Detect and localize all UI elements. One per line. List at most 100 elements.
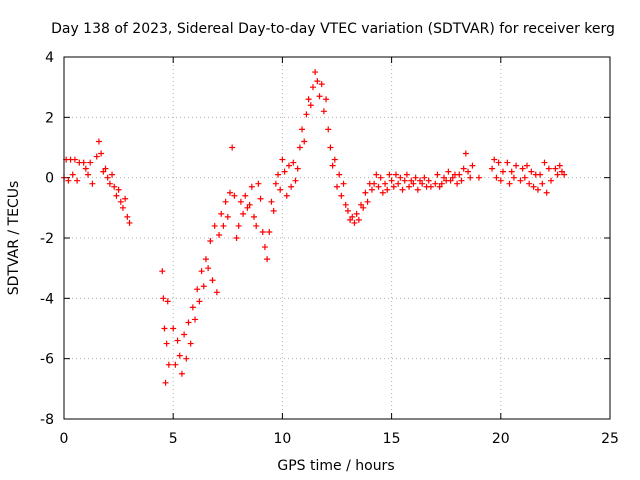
data-point: [226, 189, 233, 196]
data-point: [504, 159, 511, 166]
data-point: [115, 186, 122, 193]
data-point: [85, 171, 92, 178]
data-point: [427, 183, 434, 190]
data-point: [344, 207, 351, 214]
data-point: [279, 156, 286, 163]
data-point: [113, 192, 120, 199]
data-point: [497, 177, 504, 184]
data-point: [303, 111, 310, 118]
data-point: [362, 189, 369, 196]
data-point: [495, 159, 502, 166]
data-point: [200, 283, 207, 290]
data-point: [102, 165, 109, 172]
data-point: [545, 165, 552, 172]
data-point: [458, 177, 465, 184]
data-point: [508, 168, 515, 175]
data-point: [445, 168, 452, 175]
data-point: [270, 207, 277, 214]
data-point: [181, 331, 188, 338]
data-point: [327, 144, 334, 151]
data-point: [233, 235, 240, 241]
data-point: [528, 168, 535, 175]
data-point: [240, 210, 247, 217]
data-point: [253, 222, 260, 229]
data-point: [506, 180, 513, 187]
data-point: [178, 370, 185, 377]
data-point: [259, 228, 266, 235]
x-tick-label: 5: [169, 431, 178, 447]
data-point: [198, 268, 205, 275]
data-point: [288, 183, 295, 190]
tick-labels: 0 5 10 15 20 25 -8 -6 -4 -2 0 2 4: [40, 50, 619, 447]
data-point: [207, 238, 214, 245]
data-point: [290, 159, 297, 166]
y-tick-label: -6: [40, 352, 54, 368]
data-point: [305, 96, 312, 103]
data-point: [548, 177, 555, 184]
data-point: [340, 180, 347, 187]
data-point: [526, 180, 533, 187]
data-point: [309, 84, 316, 91]
data-point: [189, 304, 196, 311]
data-point: [416, 177, 423, 184]
data-point: [377, 174, 384, 181]
data-point: [248, 183, 255, 190]
data-point: [104, 174, 111, 181]
data-point: [329, 162, 336, 169]
data-point: [493, 174, 500, 181]
data-point: [296, 144, 303, 151]
data-point: [513, 162, 520, 169]
chart-title: Day 138 of 2023, Sidereal Day-to-day VTE…: [51, 21, 615, 37]
data-point: [320, 108, 327, 115]
data-point: [406, 183, 413, 190]
data-point: [519, 165, 526, 172]
data-point: [331, 156, 338, 163]
data-point: [521, 174, 528, 181]
data-point: [159, 268, 166, 275]
data-point: [307, 102, 314, 109]
data-point: [229, 144, 236, 151]
data-point: [185, 319, 192, 326]
data-point: [106, 180, 113, 187]
data-point: [390, 183, 397, 190]
data-point: [465, 168, 472, 175]
x-tick-label: 0: [60, 431, 69, 447]
data-point: [558, 168, 565, 175]
y-tick-label: 4: [45, 50, 54, 66]
data-point: [170, 325, 177, 332]
data-point: [266, 228, 273, 235]
data-point: [74, 177, 81, 184]
data-point: [403, 171, 410, 178]
data-point: [368, 186, 375, 193]
data-point: [194, 286, 201, 293]
data-point: [414, 186, 421, 193]
x-axis-label: GPS time / hours: [277, 458, 394, 474]
data-point: [410, 180, 417, 187]
data-point: [349, 213, 356, 220]
data-point: [454, 180, 461, 187]
data-point: [388, 177, 395, 184]
data-point: [552, 165, 559, 172]
data-point: [95, 138, 102, 145]
data-point: [213, 289, 220, 296]
data-point: [242, 192, 249, 199]
data-point: [541, 159, 548, 166]
data-point: [220, 222, 227, 229]
data-point: [119, 204, 126, 211]
data-point: [109, 171, 116, 178]
data-point: [438, 180, 445, 187]
data-point: [336, 171, 343, 178]
data-point: [122, 195, 129, 202]
data-point: [312, 69, 319, 76]
data-point: [294, 165, 301, 172]
data-point: [89, 180, 96, 187]
data-point: [237, 198, 244, 205]
x-tick-label: 15: [383, 431, 401, 447]
data-point: [353, 210, 360, 217]
data-point: [292, 177, 299, 184]
data-point: [491, 156, 498, 163]
data-points: [61, 69, 568, 386]
data-point: [392, 171, 399, 178]
data-point: [360, 204, 367, 211]
data-point: [325, 126, 332, 133]
